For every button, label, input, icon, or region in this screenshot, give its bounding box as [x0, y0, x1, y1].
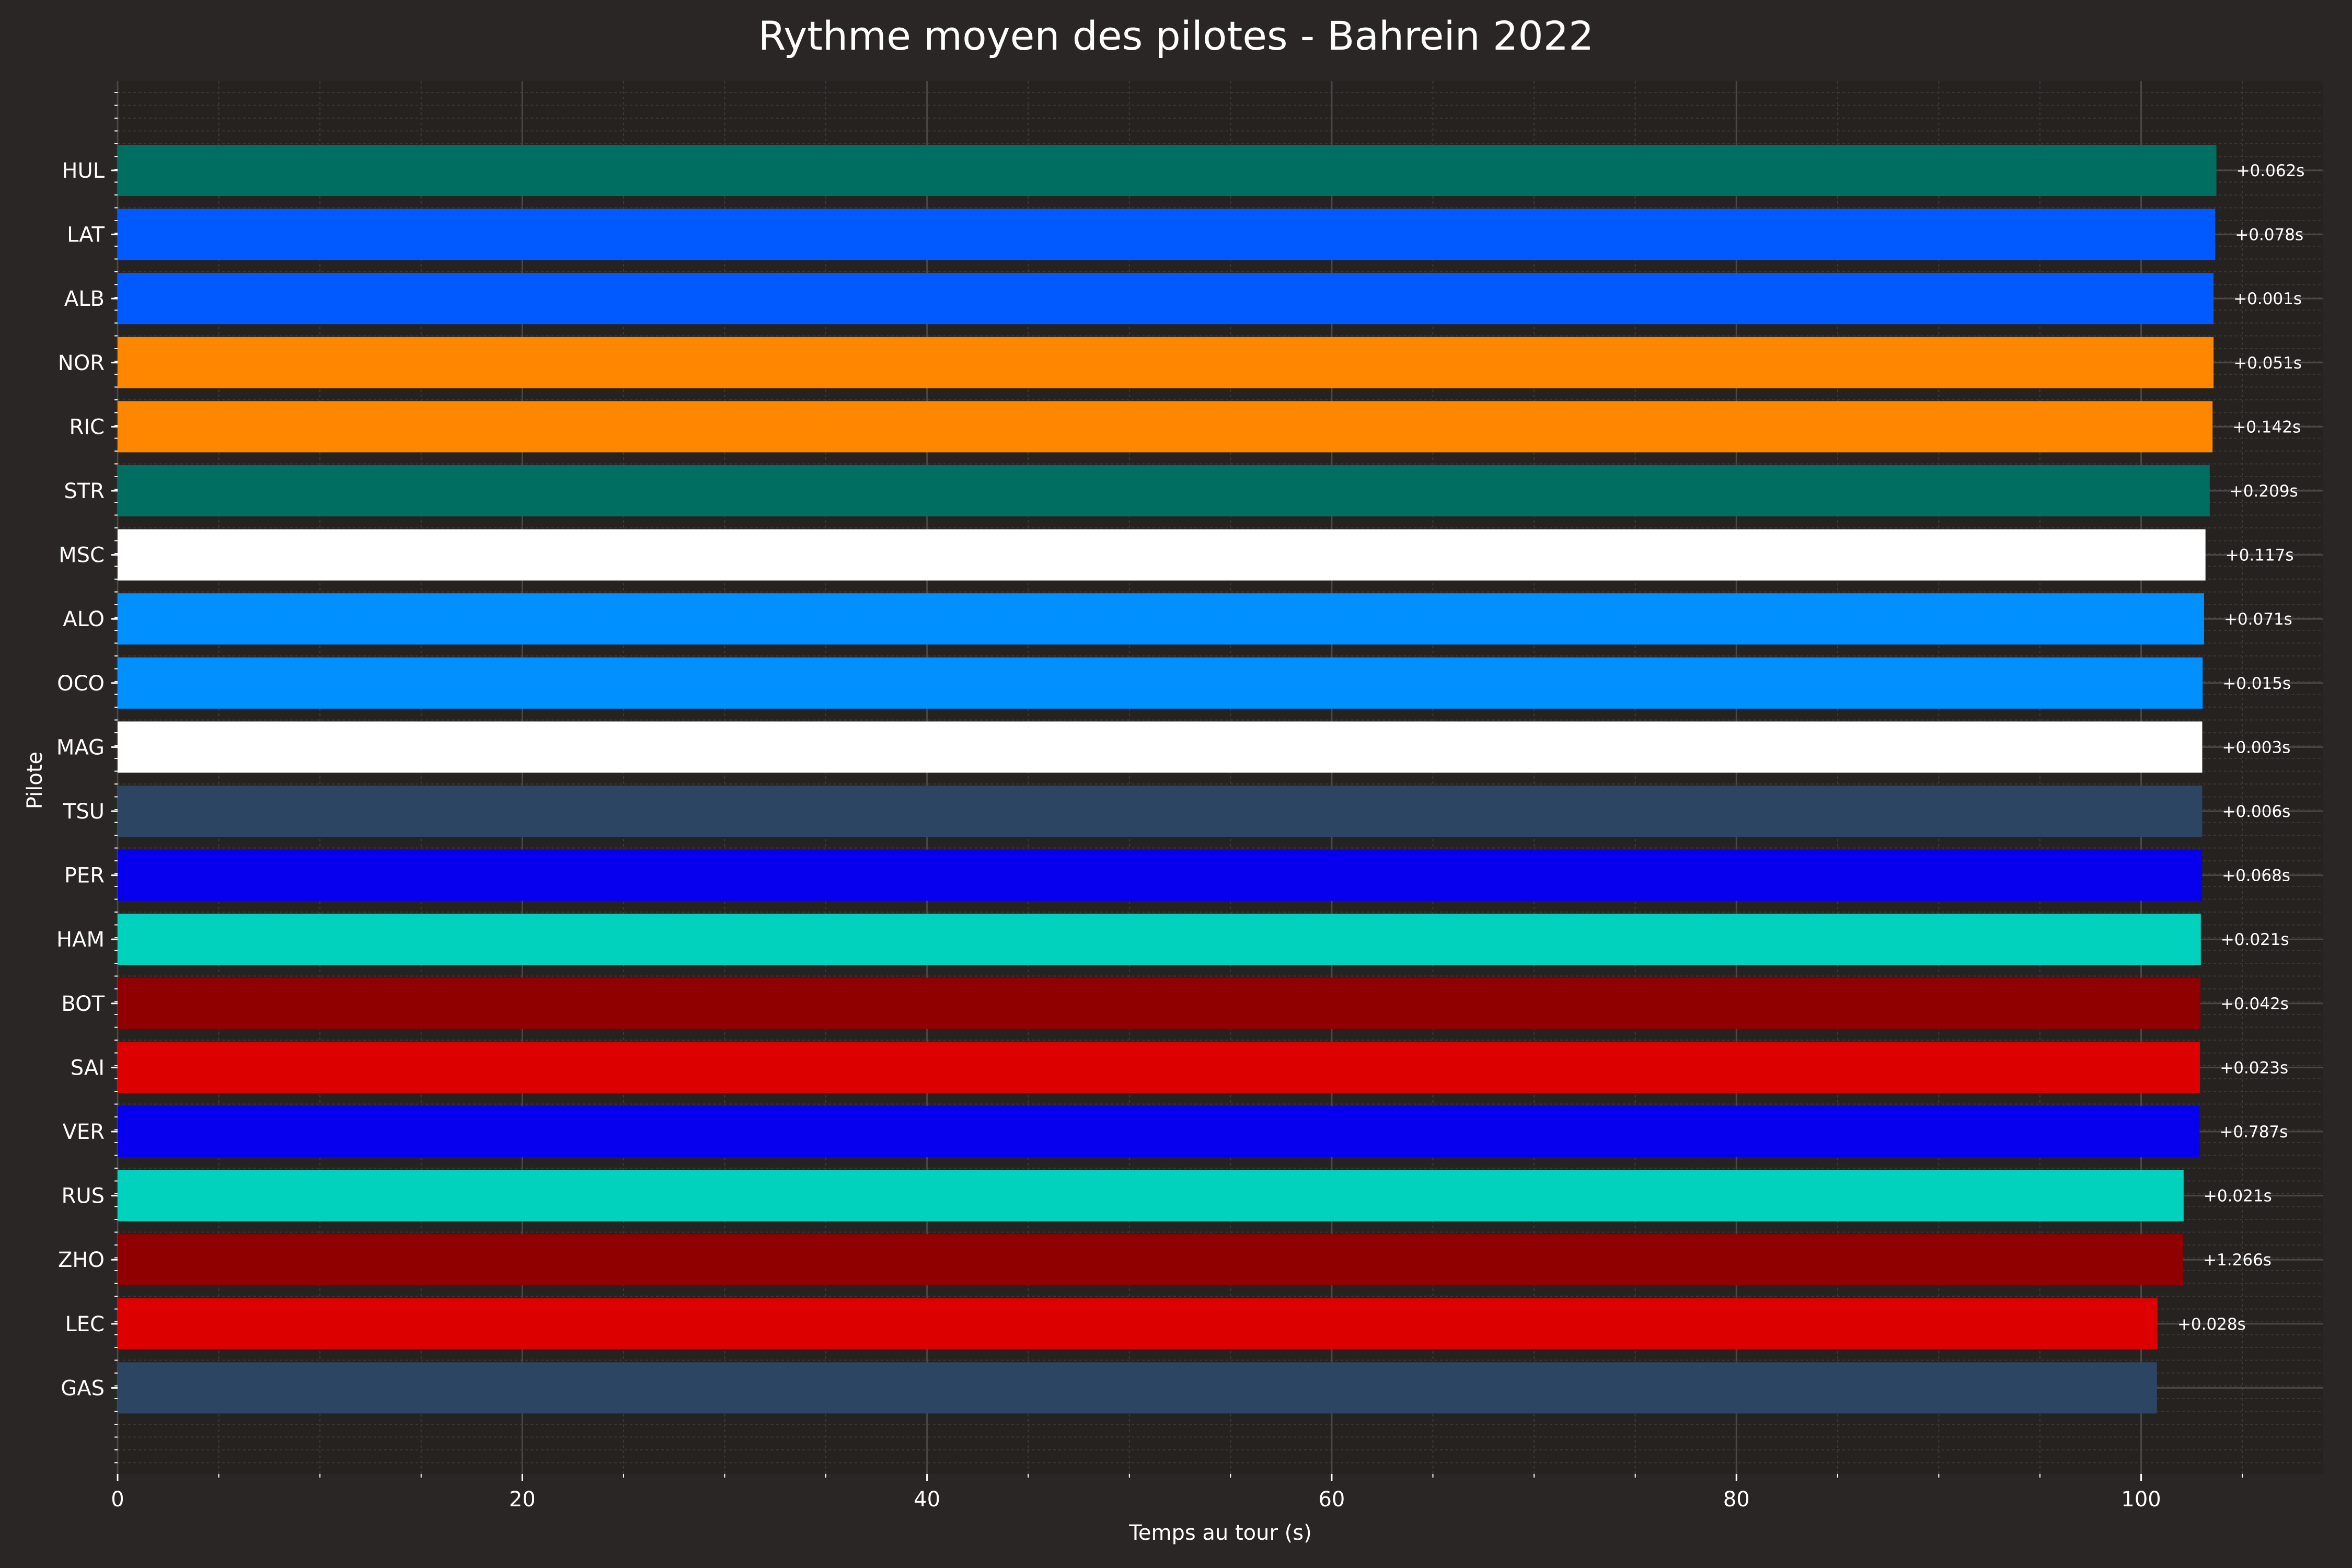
bar	[118, 529, 2206, 581]
bar	[118, 657, 2203, 709]
bar	[118, 337, 2214, 388]
bar	[118, 1106, 2200, 1157]
y-tick-label: SAI	[71, 1056, 105, 1080]
bar	[118, 849, 2203, 901]
y-tick-label: HAM	[56, 928, 105, 952]
y-tick-label: LEC	[65, 1312, 105, 1336]
y-tick-label: MSC	[59, 544, 105, 568]
chart-title: Rythme moyen des pilotes - Bahrein 2022	[758, 13, 1594, 59]
data-label: +0.021s	[2204, 1187, 2272, 1206]
y-tick-label: TSU	[63, 800, 105, 824]
y-tick-label: ZHO	[58, 1248, 105, 1272]
y-tick-label: ALO	[63, 607, 105, 631]
data-label: +0.062s	[2236, 162, 2305, 180]
bar	[118, 1298, 2158, 1350]
data-label: +0.015s	[2222, 674, 2291, 693]
bar	[118, 1170, 2184, 1221]
y-tick-label: GAS	[61, 1376, 105, 1400]
x-tick-label: 0	[111, 1488, 124, 1512]
bar	[118, 977, 2200, 1029]
bar	[118, 721, 2203, 773]
bar	[118, 209, 2216, 260]
bar	[118, 145, 2217, 196]
y-tick-label: OCO	[57, 672, 105, 696]
x-axis-label: Temps au tour (s)	[1128, 1521, 1311, 1545]
y-tick-label: LAT	[67, 223, 105, 247]
data-label: +0.021s	[2221, 930, 2289, 949]
x-axis: 0 20 40 60 80 100	[111, 1474, 2243, 1512]
data-label: +0.142s	[2232, 418, 2301, 436]
data-label: +0.028s	[2177, 1315, 2246, 1334]
data-label: +0.078s	[2235, 226, 2303, 245]
bars: +0.062s +0.078s +0.001s +0.051s +0.142s +0.20…	[118, 145, 2305, 1414]
data-label: +0.042s	[2220, 995, 2289, 1013]
data-label: +0.068s	[2222, 867, 2290, 885]
y-axis: HUL LAT ALB NOR RIC STR MSC ALO OCO MAG TSU PER HAM B…	[56, 92, 118, 1463]
x-tick-label: 60	[1318, 1488, 1345, 1512]
x-tick-label: 40	[914, 1488, 940, 1512]
bar	[118, 273, 2214, 325]
y-tick-label: ALB	[64, 287, 105, 311]
x-tick-label: 20	[509, 1488, 536, 1512]
bar	[118, 593, 2204, 645]
y-tick-label: HUL	[62, 159, 105, 183]
data-label: +1.266s	[2203, 1251, 2272, 1270]
y-tick-label: RUS	[62, 1184, 105, 1208]
data-label: +0.003s	[2222, 738, 2290, 757]
bar	[118, 1362, 2157, 1414]
data-label: +0.209s	[2230, 482, 2298, 501]
y-tick-label: STR	[64, 479, 105, 503]
y-tick-label: RIC	[69, 415, 105, 439]
y-tick-label: VER	[63, 1120, 105, 1144]
bar	[118, 465, 2210, 516]
data-label: +0.001s	[2233, 290, 2302, 308]
y-axis-label: Pilote	[23, 752, 47, 809]
y-tick-label: NOR	[58, 351, 105, 375]
bar	[118, 786, 2203, 837]
data-label: +0.787s	[2219, 1123, 2288, 1142]
x-tick-label: 100	[2121, 1488, 2161, 1512]
data-label: +0.006s	[2222, 802, 2290, 821]
y-tick-label: MAG	[56, 735, 105, 759]
x-tick-label: 80	[1723, 1488, 1750, 1512]
data-label: +0.051s	[2233, 354, 2302, 373]
data-label: +0.117s	[2226, 546, 2294, 565]
bar	[118, 1042, 2200, 1093]
bar	[118, 401, 2213, 453]
data-label: +0.023s	[2220, 1058, 2288, 1077]
y-tick-label: BOT	[61, 992, 105, 1016]
bar	[118, 1234, 2184, 1286]
data-label: +0.071s	[2224, 610, 2292, 629]
y-tick-label: PER	[64, 864, 105, 888]
bar	[118, 914, 2201, 965]
